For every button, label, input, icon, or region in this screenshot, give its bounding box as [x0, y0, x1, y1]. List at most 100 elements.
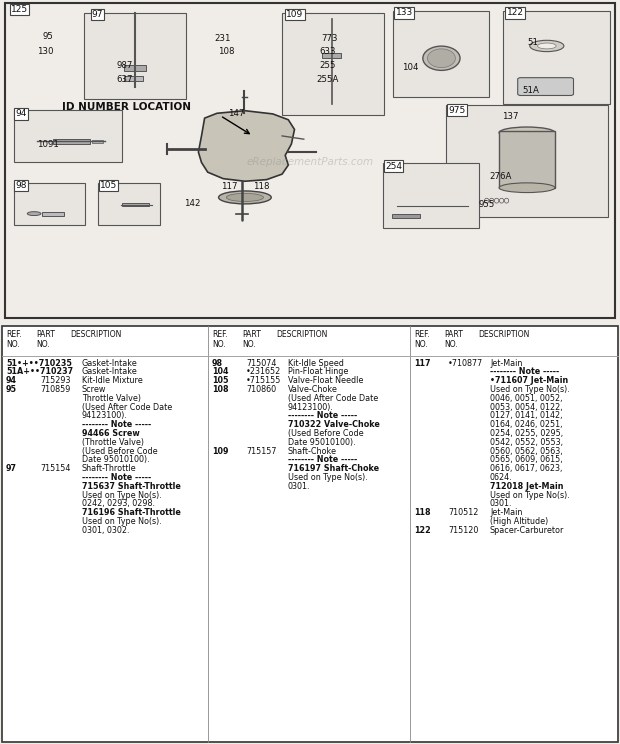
Text: Gasket-Intake: Gasket-Intake: [82, 368, 138, 376]
Text: 98: 98: [16, 182, 27, 190]
Text: 95: 95: [6, 385, 17, 394]
Text: 104: 104: [212, 368, 229, 376]
Text: 1091: 1091: [37, 140, 59, 149]
Text: eReplacementParts.com: eReplacementParts.com: [246, 157, 374, 167]
Text: Shaft-Throttle: Shaft-Throttle: [82, 464, 136, 473]
Text: 710322 Valve-Choke: 710322 Valve-Choke: [288, 420, 380, 429]
Text: ID NUMBER LOCATION: ID NUMBER LOCATION: [62, 102, 191, 112]
Text: Valve-Choke: Valve-Choke: [288, 385, 338, 394]
Text: 255A: 255A: [316, 75, 339, 84]
Text: Valve-Float Needle: Valve-Float Needle: [288, 376, 363, 385]
Text: REF.
NO.: REF. NO.: [6, 330, 22, 349]
Text: 276A: 276A: [490, 172, 512, 181]
Text: 94123100).: 94123100).: [82, 411, 128, 420]
Bar: [14, 110, 122, 162]
Text: 118: 118: [414, 508, 431, 517]
Text: 955: 955: [479, 200, 495, 209]
Ellipse shape: [428, 49, 455, 68]
Bar: [22, 214, 53, 220]
Text: 715154: 715154: [40, 464, 71, 473]
Text: 0127, 0141, 0142,: 0127, 0141, 0142,: [490, 411, 562, 420]
Ellipse shape: [423, 46, 460, 71]
Text: 254: 254: [385, 161, 402, 170]
Text: 710512: 710512: [448, 508, 479, 517]
Bar: [282, 13, 384, 115]
Text: 0301, 0302.: 0301, 0302.: [82, 526, 130, 535]
Text: PART
NO.: PART NO.: [242, 330, 261, 349]
Bar: [124, 65, 146, 71]
Text: Gasket-Intake: Gasket-Intake: [82, 359, 138, 368]
Text: (Used After Code Date: (Used After Code Date: [82, 403, 172, 411]
Text: 0301.: 0301.: [490, 499, 513, 508]
Text: 97: 97: [6, 464, 17, 473]
Text: 125: 125: [11, 5, 29, 14]
Text: 133: 133: [396, 8, 413, 17]
Text: 98: 98: [212, 359, 223, 368]
Text: 142: 142: [184, 199, 200, 208]
Text: 710859: 710859: [40, 385, 71, 394]
Text: 716197 Shaft-Choke: 716197 Shaft-Choke: [288, 464, 379, 473]
Text: 715293: 715293: [40, 376, 71, 385]
Text: Kit-Idle Speed: Kit-Idle Speed: [288, 359, 344, 368]
Text: 715074: 715074: [246, 359, 277, 368]
Text: 122: 122: [507, 8, 523, 17]
Text: PART
NO.: PART NO.: [36, 330, 55, 349]
Text: 109: 109: [286, 10, 304, 19]
Text: 94: 94: [6, 376, 17, 385]
Text: (Throttle Valve): (Throttle Valve): [82, 437, 144, 447]
Text: REF.
NO.: REF. NO.: [414, 330, 430, 349]
Text: 108: 108: [218, 48, 235, 57]
Bar: [124, 77, 143, 81]
Text: 94466 Screw: 94466 Screw: [82, 429, 140, 438]
Text: DESCRIPTION: DESCRIPTION: [276, 330, 327, 339]
Bar: [392, 214, 420, 219]
Text: 94123100).: 94123100).: [288, 403, 334, 411]
Ellipse shape: [530, 40, 564, 51]
Text: 975: 975: [448, 106, 466, 115]
Text: DESCRIPTION: DESCRIPTION: [478, 330, 529, 339]
Text: 0046, 0051, 0052,: 0046, 0051, 0052,: [490, 394, 562, 403]
Text: Spacer-Carburetor: Spacer-Carburetor: [490, 526, 564, 535]
Text: 109: 109: [212, 446, 229, 455]
Text: 716196 Shaft-Throttle: 716196 Shaft-Throttle: [82, 508, 181, 517]
Text: 0616, 0617, 0623,: 0616, 0617, 0623,: [490, 464, 562, 473]
Text: 51A: 51A: [523, 86, 539, 95]
Text: DESCRIPTION: DESCRIPTION: [70, 330, 122, 339]
Text: Used on Type No(s).: Used on Type No(s).: [82, 517, 162, 526]
Bar: [503, 11, 610, 103]
Text: Pin-Float Hinge: Pin-Float Hinge: [288, 368, 348, 376]
Text: REF.
NO.: REF. NO.: [212, 330, 228, 349]
Text: -------- Note -----: -------- Note -----: [490, 368, 559, 376]
Text: 122: 122: [414, 526, 431, 535]
Bar: [84, 13, 186, 99]
Text: Date 95010100).: Date 95010100).: [288, 437, 356, 447]
Text: •710877: •710877: [448, 359, 483, 368]
Bar: [42, 211, 64, 216]
Text: 0565, 0609, 0615,: 0565, 0609, 0615,: [490, 455, 562, 464]
Text: 108: 108: [212, 385, 229, 394]
Text: 0242, 0293, 0298.: 0242, 0293, 0298.: [82, 499, 155, 508]
Text: 51A+••710237: 51A+••710237: [6, 368, 73, 376]
Text: 633: 633: [319, 48, 336, 57]
Text: 94: 94: [16, 109, 27, 118]
Bar: [499, 131, 555, 187]
Text: 104: 104: [402, 63, 418, 72]
Text: 118: 118: [253, 182, 270, 190]
Text: -------- Note -----: -------- Note -----: [288, 455, 357, 464]
Text: 130: 130: [37, 48, 54, 57]
Text: (Used After Code Date: (Used After Code Date: [288, 394, 378, 403]
Ellipse shape: [226, 193, 264, 202]
Text: 773: 773: [321, 33, 338, 42]
Ellipse shape: [219, 191, 272, 204]
Text: Throttle Valve): Throttle Valve): [82, 394, 141, 403]
FancyBboxPatch shape: [518, 77, 574, 95]
Text: 710860: 710860: [246, 385, 276, 394]
Text: •715155: •715155: [246, 376, 281, 385]
Text: Used on Type No(s).: Used on Type No(s).: [490, 385, 570, 394]
Text: (Used Before Code: (Used Before Code: [82, 446, 157, 455]
Text: (Used Before Code: (Used Before Code: [288, 429, 363, 438]
Bar: [14, 183, 85, 225]
Text: 105: 105: [100, 182, 117, 190]
Bar: [393, 11, 489, 97]
Text: Date 95010100).: Date 95010100).: [82, 455, 149, 464]
